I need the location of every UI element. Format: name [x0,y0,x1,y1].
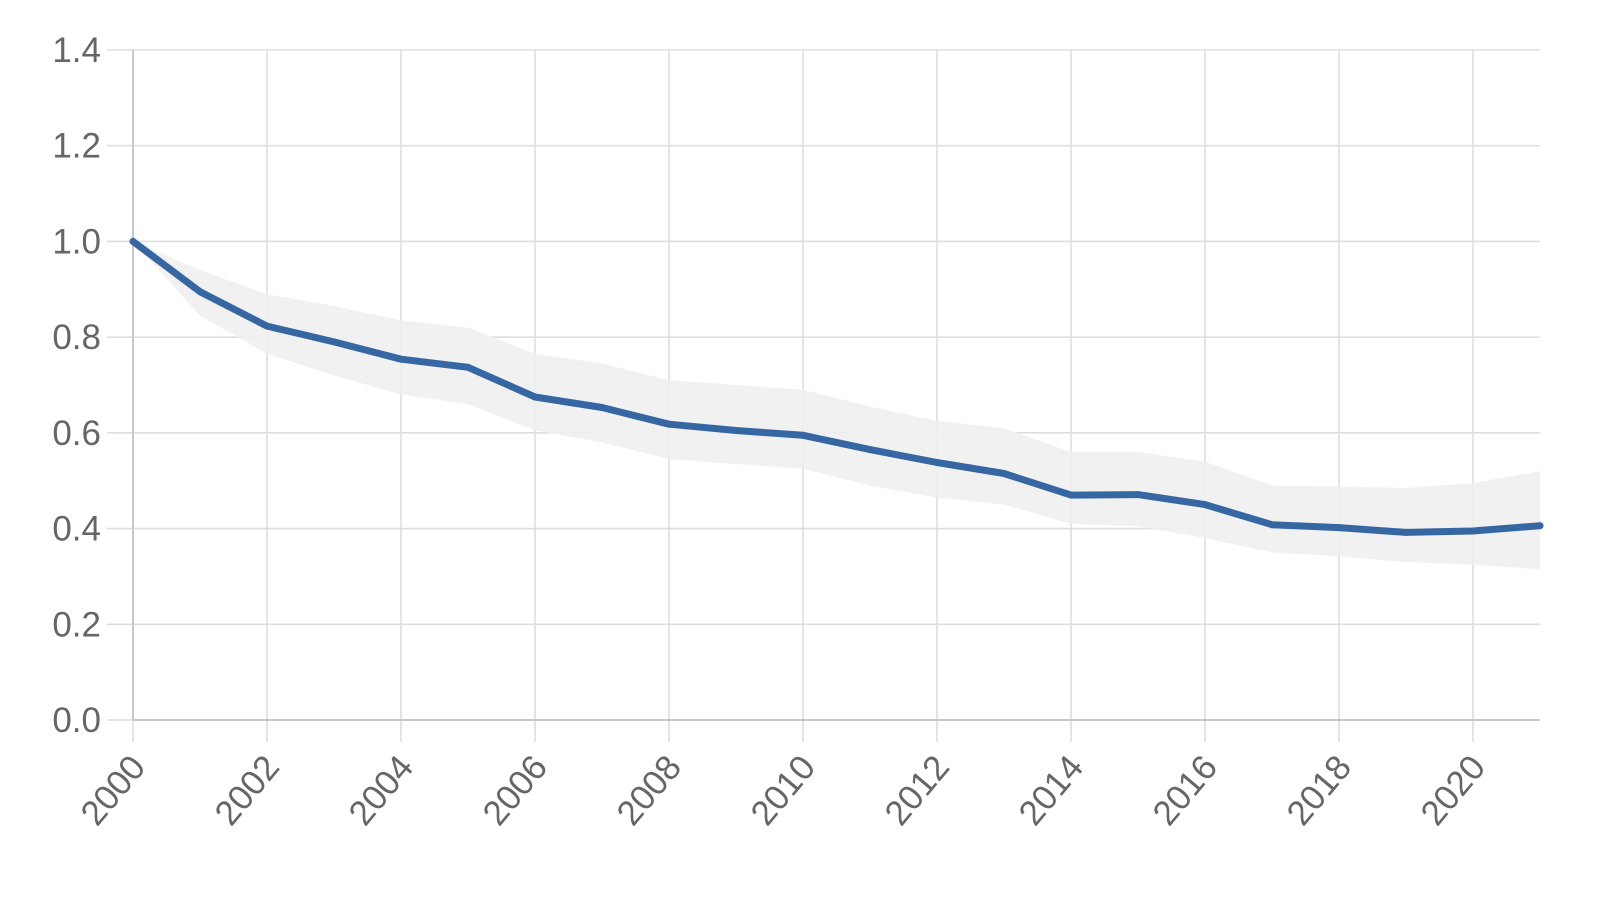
data-point [1402,528,1410,536]
y-tick-label: 0.0 [52,701,101,740]
x-tick-label: 2002 [207,748,287,833]
x-tick-label: 2018 [1279,748,1359,833]
x-tick-label: 2006 [475,748,555,833]
data-point [799,431,807,439]
data-point [598,404,606,411]
y-tick-label: 1.2 [52,127,101,166]
data-point [1536,522,1544,530]
data-point [464,363,472,371]
x-tick-label: 2012 [877,748,957,833]
x-tick-label: 2010 [743,748,823,833]
data-point [1000,470,1008,477]
x-axis-tick-labels: 2000 2002 2004 2006 2008 2010 2012 2014 2016 2018… [73,748,1493,833]
series-layer [129,237,1544,536]
data-point [1469,527,1477,535]
data-point [129,237,137,245]
y-tick-label: 0.4 [52,510,101,549]
confidence-band [133,241,1540,570]
y-tick-label: 1.0 [52,222,101,261]
x-tick-label: 2020 [1413,748,1493,833]
x-tick-label: 2008 [609,748,689,833]
data-point [531,393,539,401]
x-tick-label: 2000 [73,748,153,833]
data-point [1067,491,1075,499]
x-tick-label: 2016 [1145,748,1225,833]
x-tick-label: 2014 [1011,748,1091,833]
y-tick-label: 0.8 [52,318,101,357]
data-point [263,322,271,330]
data-point [1201,501,1209,509]
y-tick-label: 0.2 [52,605,101,644]
data-point [1335,524,1343,532]
series-line [129,237,1544,536]
data-point [1134,491,1142,499]
data-point [732,427,740,434]
y-axis-tick-labels: 0.0 0.2 0.4 0.6 0.8 1.0 1.2 1.4 [52,31,101,740]
y-tick-label: 1.4 [52,31,101,70]
x-tick-label: 2004 [341,748,421,833]
data-point [196,288,204,296]
data-point [397,355,405,363]
axes [132,50,1540,721]
data-point [933,459,941,466]
data-point [866,446,874,454]
confidence-band-layer [133,241,1540,570]
y-tick-label: 0.6 [52,414,101,453]
data-point [1268,521,1276,529]
data-point [665,420,673,428]
data-point [330,338,338,346]
